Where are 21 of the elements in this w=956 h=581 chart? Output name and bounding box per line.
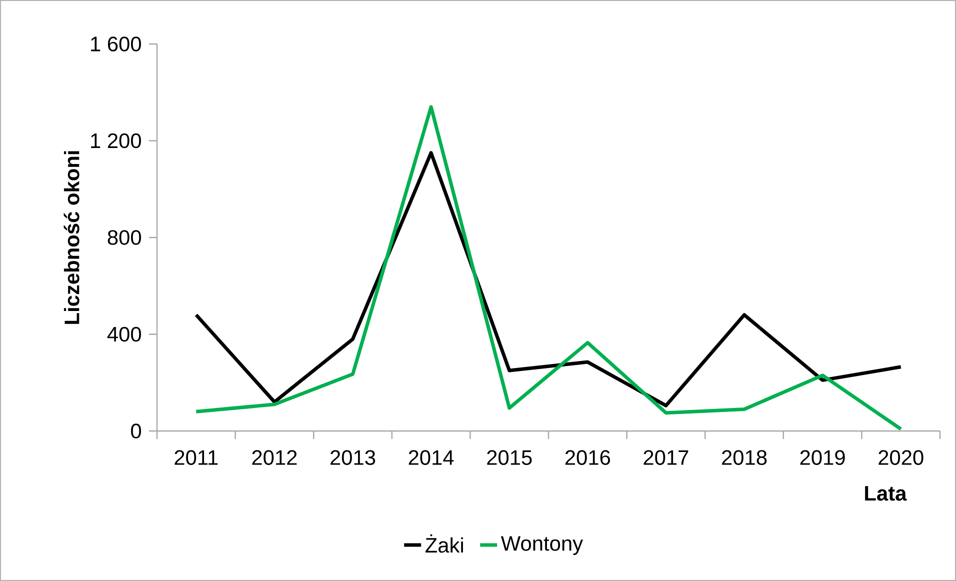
x-tick-label: 2019 [800,450,845,465]
line-series [194,151,903,408]
legend-label: Wontony [500,536,583,555]
x-tick-label: 2016 [565,450,610,465]
y-tick-label: 1 600 [91,36,141,52]
y-tick-label: 1 200 [91,133,141,148]
x-tick-label: 2014 [408,450,454,465]
line-series [194,105,903,431]
y-tick-label: 800 [108,230,142,245]
x-axis-title: Lata [865,486,907,501]
x-tick-label: 2018 [722,450,767,465]
y-axis-title: Liczebność okoni [64,151,80,324]
x-tick-label: 2015 [487,450,532,465]
y-tick-label: 400 [107,326,142,342]
x-tick-label: 2013 [330,450,376,465]
legend-label: Żaki [426,534,463,553]
x-tick-label: 2011 [174,450,218,465]
x-tick-label: 2020 [878,450,924,465]
x-tick-label: 2017 [644,450,688,465]
x-tick-label: 2012 [252,450,297,465]
y-tick-label: 0 [131,424,142,438]
